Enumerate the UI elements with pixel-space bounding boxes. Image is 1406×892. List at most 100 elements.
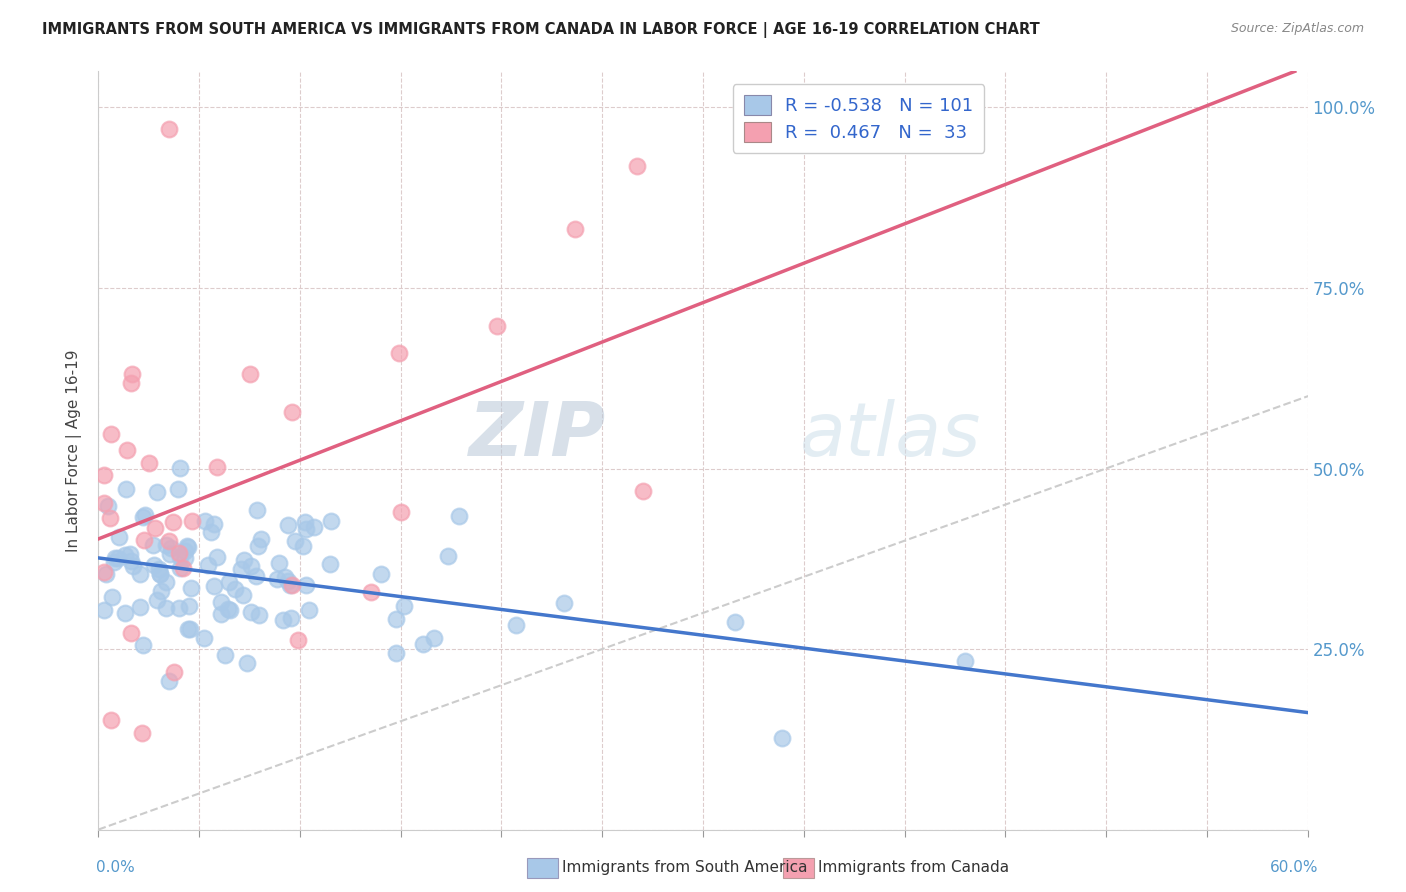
Point: [179, 599, 201, 613]
Point: [97, 499, 120, 513]
Point: [277, 574, 299, 589]
Point: [245, 569, 267, 583]
Point: [273, 570, 295, 584]
Point: [122, 558, 145, 573]
Point: [157, 673, 180, 688]
Point: [93, 565, 115, 579]
Point: [129, 599, 152, 614]
Point: [121, 367, 143, 381]
Point: [100, 426, 122, 441]
Point: [163, 665, 186, 679]
Point: [360, 585, 382, 599]
Point: [159, 547, 181, 561]
Point: [169, 561, 191, 575]
Point: [94, 567, 117, 582]
Point: [217, 602, 239, 616]
Point: [173, 544, 195, 558]
Point: [319, 557, 342, 571]
Text: ZIP: ZIP: [470, 399, 606, 472]
Point: [266, 572, 288, 586]
Point: [131, 726, 153, 740]
Point: [169, 549, 191, 564]
Point: [385, 612, 408, 626]
Point: [132, 533, 155, 547]
Point: [204, 579, 226, 593]
Point: [194, 515, 217, 529]
Point: [214, 648, 236, 663]
Point: [278, 578, 301, 592]
Point: [179, 622, 201, 636]
Point: [104, 550, 127, 565]
Point: [200, 524, 222, 539]
Point: [564, 222, 586, 236]
Point: [423, 631, 446, 645]
Point: [157, 122, 180, 136]
Point: [129, 566, 152, 581]
Point: [207, 459, 229, 474]
Y-axis label: In Labor Force | Age 16-19: In Labor Force | Age 16-19: [66, 349, 83, 552]
Point: [239, 558, 262, 573]
Point: [150, 584, 173, 599]
Point: [486, 318, 509, 333]
Point: [229, 562, 252, 576]
Point: [240, 605, 263, 619]
Point: [132, 638, 155, 652]
Point: [271, 613, 294, 627]
Point: [142, 538, 165, 552]
Point: [101, 590, 124, 604]
Point: [93, 467, 115, 482]
Point: [224, 582, 246, 596]
Point: [239, 367, 262, 381]
Point: [505, 618, 527, 632]
Point: [281, 578, 304, 592]
Point: [281, 404, 304, 418]
Point: [412, 637, 434, 651]
Point: [149, 567, 172, 582]
Point: [193, 631, 215, 645]
Point: [284, 534, 307, 549]
Point: [132, 510, 155, 524]
Point: [298, 603, 321, 617]
Point: [159, 541, 181, 555]
Point: [953, 654, 976, 668]
Point: [626, 159, 648, 173]
Point: [115, 443, 138, 458]
Legend: R = -0.538   N = 101, R =  0.467   N =  33: R = -0.538 N = 101, R = 0.467 N = 33: [733, 84, 984, 153]
Text: atlas: atlas: [800, 400, 981, 471]
Point: [148, 562, 170, 576]
Point: [172, 561, 194, 575]
Point: [103, 555, 125, 569]
Point: [391, 505, 413, 519]
Point: [174, 551, 197, 566]
Point: [232, 588, 254, 602]
Point: [155, 575, 177, 590]
Point: [277, 517, 299, 532]
Point: [292, 540, 315, 554]
Point: [294, 578, 316, 592]
Point: [167, 600, 190, 615]
Point: [181, 514, 204, 528]
Point: [304, 519, 326, 533]
Text: 60.0%: 60.0%: [1271, 860, 1319, 874]
Point: [169, 461, 191, 475]
Point: [157, 533, 180, 548]
Point: [280, 611, 302, 625]
Point: [176, 539, 198, 553]
Point: [162, 515, 184, 529]
Point: [180, 582, 202, 596]
Point: [167, 546, 190, 560]
Point: [114, 548, 136, 562]
Point: [436, 549, 458, 563]
Point: [134, 508, 156, 523]
Point: [209, 595, 232, 609]
Point: [100, 713, 122, 727]
Point: [247, 607, 270, 622]
Point: [166, 482, 188, 496]
Point: [246, 540, 269, 554]
Point: [449, 509, 471, 524]
Point: [93, 496, 115, 510]
Point: [120, 376, 142, 390]
Point: [120, 554, 142, 568]
Point: [294, 515, 316, 529]
Point: [202, 517, 225, 532]
